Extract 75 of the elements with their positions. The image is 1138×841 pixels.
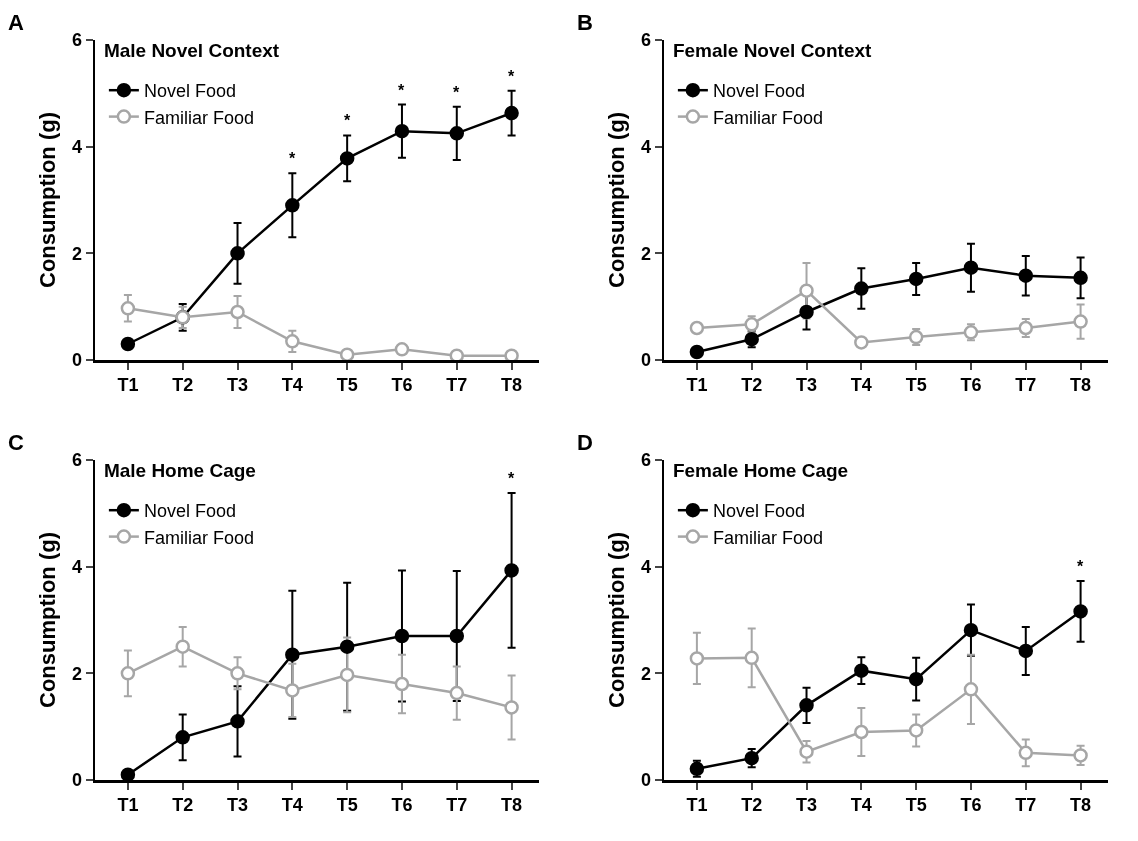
chart-title: Male Home Cage: [103, 459, 256, 481]
x-tick-label: T3: [796, 375, 818, 396]
annotation: *: [1077, 558, 1084, 575]
text: C: [8, 430, 24, 455]
y-tick-label: 2: [640, 243, 651, 264]
annotation: *: [398, 82, 405, 99]
y-tick-label: 4: [640, 136, 651, 157]
x-tick-label: T8: [501, 375, 523, 396]
text: B: [577, 10, 593, 35]
x-tick-label: T6: [960, 795, 982, 816]
y-tick-label: 0: [71, 350, 82, 371]
x-tick-label: T6: [960, 375, 982, 396]
x-tick-label: T2: [172, 375, 194, 396]
x-tick-label: T1: [117, 375, 139, 396]
annotation: *: [453, 84, 460, 101]
x-tick-label: T5: [336, 795, 358, 816]
annotation: *: [508, 68, 515, 85]
x-tick-label: T6: [391, 795, 413, 816]
x-tick-label: T7: [446, 375, 468, 396]
y-tick-label: 2: [71, 243, 82, 264]
y-tick-label: 6: [71, 30, 82, 51]
x-tick-label: T3: [796, 795, 818, 816]
x-tick-label: T1: [686, 795, 708, 816]
annotation: *: [289, 150, 296, 167]
legend-label: Familiar Food: [712, 527, 823, 548]
legend-label: Novel Food: [712, 81, 805, 102]
y-axis-title: Consumption (g): [35, 532, 61, 708]
y-tick-label: 0: [71, 770, 82, 791]
text: D: [577, 430, 593, 455]
text: A: [8, 10, 24, 35]
x-tick-label: T8: [501, 795, 523, 816]
x-tick-label: T5: [905, 795, 927, 816]
x-tick-label: T4: [850, 375, 872, 396]
x-tick-label: T2: [172, 795, 194, 816]
x-tick-label: T7: [1015, 375, 1037, 396]
y-tick-label: 0: [640, 350, 651, 371]
y-tick-label: 6: [71, 450, 82, 471]
y-axis-title: Consumption (g): [604, 112, 630, 288]
x-tick-label: T4: [281, 795, 303, 816]
x-tick-label: T5: [336, 375, 358, 396]
y-tick-label: 4: [71, 136, 82, 157]
y-tick-label: 6: [640, 450, 651, 471]
legend-label: Novel Food: [143, 501, 236, 522]
x-tick-label: T3: [227, 795, 249, 816]
y-tick-label: 2: [71, 663, 82, 684]
x-tick-label: T1: [117, 795, 139, 816]
annotation: *: [508, 470, 515, 487]
y-tick-label: 6: [640, 30, 651, 51]
x-tick-label: T5: [905, 375, 927, 396]
x-tick-label: T7: [1015, 795, 1037, 816]
x-tick-label: T3: [227, 375, 249, 396]
chart-title: Female Home Cage: [672, 459, 849, 481]
x-tick-label: T2: [741, 375, 763, 396]
y-axis-title: Consumption (g): [35, 112, 61, 288]
y-axis-title: Consumption (g): [604, 532, 630, 708]
y-tick-label: 2: [640, 663, 651, 684]
x-tick-label: T4: [281, 375, 303, 396]
x-tick-label: T6: [391, 375, 413, 396]
x-tick-label: T8: [1070, 795, 1092, 816]
annotation: *: [344, 112, 351, 129]
x-tick-label: T8: [1070, 375, 1092, 396]
legend-label: Familiar Food: [712, 107, 823, 128]
y-tick-label: 0: [640, 770, 651, 791]
chart-title: Male Novel Context: [103, 39, 280, 61]
legend-label: Familiar Food: [143, 107, 254, 128]
x-tick-label: T4: [850, 795, 872, 816]
legend-label: Novel Food: [143, 81, 236, 102]
legend-label: Familiar Food: [143, 527, 254, 548]
chart-title: Female Novel Context: [672, 39, 873, 61]
y-tick-label: 4: [71, 556, 82, 577]
x-tick-label: T1: [686, 375, 708, 396]
x-tick-label: T7: [446, 795, 468, 816]
y-tick-label: 4: [640, 556, 651, 577]
legend-label: Novel Food: [712, 501, 805, 522]
x-tick-label: T2: [741, 795, 763, 816]
